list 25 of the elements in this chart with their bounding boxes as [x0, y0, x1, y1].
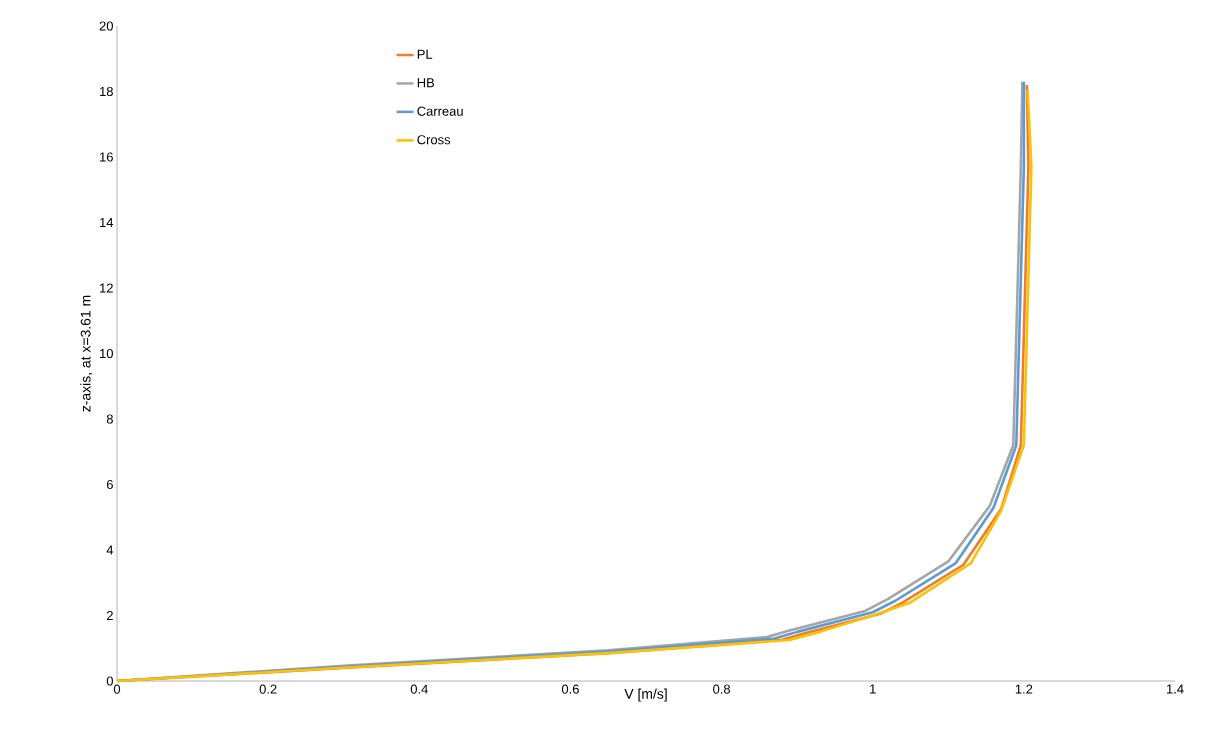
x-tick-label: 0.2	[259, 684, 277, 694]
y-tick-label: 4	[106, 545, 114, 555]
y-tick-label: 8	[106, 414, 113, 424]
legend-label: Cross	[417, 135, 451, 145]
y-tick-label: 16	[100, 152, 113, 162]
x-tick-label: 1.4	[1166, 684, 1184, 694]
x-tick-label: 0	[113, 684, 121, 694]
x-tick-label: 1.2	[1015, 684, 1033, 694]
y-tick-label: 10	[100, 348, 113, 359]
y-tick-label: 20	[99, 21, 113, 31]
y-tick-label: 14	[100, 218, 114, 227]
legend-label: Carreau	[417, 106, 463, 116]
y-tick-label: 6	[106, 479, 113, 490]
y-axis-title: z-axis, at x=3.61 m	[80, 295, 93, 412]
x-tick-label: 0.6	[561, 684, 579, 694]
y-tick-label: 2	[106, 610, 113, 621]
x-tick-label: 0.8	[713, 684, 731, 694]
x-tick-label: 1	[870, 684, 876, 694]
legend-label: HB	[417, 78, 435, 88]
x-axis-title: V [m/s]	[624, 688, 667, 702]
y-tick-label: 0	[106, 676, 113, 686]
legend-label: PL	[417, 49, 433, 59]
y-tick-label: 18	[100, 86, 113, 97]
y-tick-label: 12	[100, 283, 113, 293]
x-tick-label: 0.4	[410, 684, 428, 694]
